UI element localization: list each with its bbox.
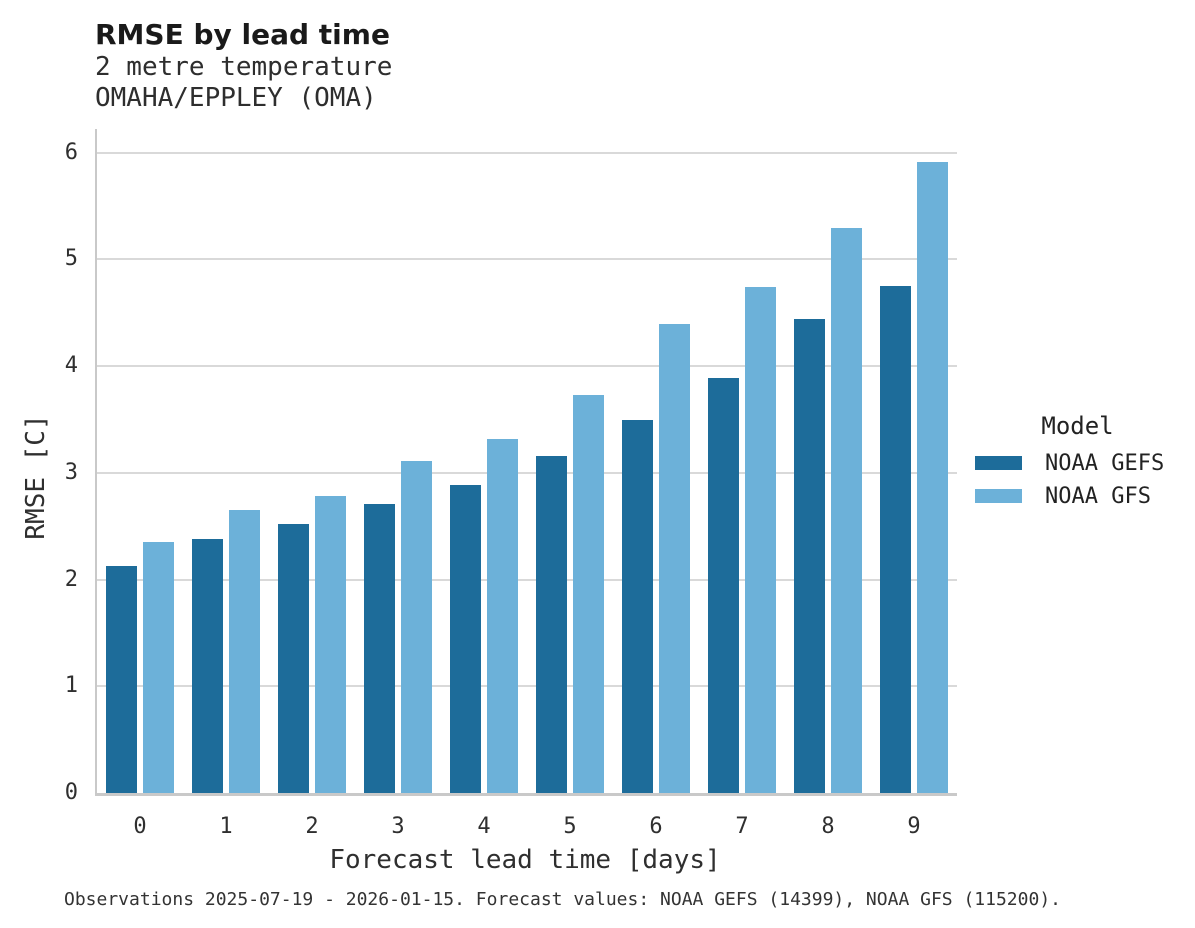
gridline-y-4 [97,365,957,367]
bar-noaa-gfs-lead-7 [745,287,776,793]
x-axis-label: Forecast lead time [days] [329,845,721,875]
bar-noaa-gfs-lead-3 [401,461,432,793]
bar-noaa-gefs-lead-8 [794,319,825,793]
y-tick-label-4: 4 [64,353,78,378]
bar-noaa-gfs-lead-1 [229,510,260,793]
y-tick-label-0: 0 [64,780,78,805]
chart-subtitle: 2 metre temperature OMAHA/EPPLEY (OMA) [95,52,392,114]
bar-noaa-gefs-lead-4 [450,484,481,793]
chart-subtitle-station: OMAHA/EPPLEY (OMA) [95,83,377,113]
y-tick-label-5: 5 [64,246,78,272]
legend: Model NOAA GEFS NOAA GFS [975,412,1180,518]
bar-noaa-gfs-lead-0 [143,542,174,793]
bar-noaa-gefs-lead-1 [192,538,223,793]
y-tick-label-6: 6 [64,139,78,165]
x-tick-label-4: 4 [477,814,491,839]
bar-noaa-gfs-lead-4 [487,438,518,793]
x-tick-label-5: 5 [563,814,577,839]
bar-noaa-gefs-lead-3 [364,503,395,793]
bar-noaa-gfs-lead-6 [659,324,690,793]
x-tick-label-0: 0 [133,814,147,839]
legend-item-noaa-gfs: NOAA GFS [975,483,1180,509]
bar-noaa-gfs-lead-9 [917,162,948,793]
bar-noaa-gefs-lead-6 [622,420,653,793]
bar-noaa-gefs-lead-0 [106,565,137,793]
x-tick-label-1: 1 [219,814,233,839]
bar-noaa-gefs-lead-5 [536,455,567,793]
legend-items: NOAA GEFS NOAA GFS [975,450,1180,509]
bar-noaa-gfs-lead-5 [573,394,604,793]
gridline-y-5 [97,258,957,261]
gridline-y-1 [97,685,957,688]
y-tick-label-1: 1 [64,673,78,699]
gridline-y-6 [97,151,957,154]
y-tick-label-3: 3 [64,459,78,485]
bar-noaa-gefs-lead-7 [708,377,739,793]
x-tick-label-6: 6 [649,814,663,839]
chart-subtitle-variable: 2 metre temperature [95,52,393,82]
bar-noaa-gfs-lead-2 [315,496,346,793]
legend-label-noaa-gefs: NOAA GEFS [1045,450,1165,476]
legend-swatch-noaa-gfs [975,489,1022,503]
x-tick-label-8: 8 [821,814,835,839]
legend-swatch-noaa-gefs [975,456,1022,470]
x-tick-label-2: 2 [305,814,319,839]
bar-noaa-gefs-lead-9 [880,285,911,793]
x-tick-label-7: 7 [735,814,749,839]
bar-noaa-gfs-lead-8 [831,228,862,793]
x-tick-label-9: 9 [907,814,921,839]
gridline-y-2 [97,578,957,581]
legend-title: Model [1041,412,1114,440]
bar-noaa-gefs-lead-2 [278,523,309,793]
legend-label-noaa-gfs: NOAA GFS [1045,483,1151,509]
plot-area: 0 1 2 3 4 5 6 0 1 2 3 4 5 6 7 8 9 [65,129,957,839]
legend-item-noaa-gefs: NOAA GEFS [975,450,1180,476]
chart-title: RMSE by lead time [95,18,390,51]
gridline-y-3 [97,471,957,474]
chart-footnote: Observations 2025-07-19 - 2026-01-15. Fo… [64,889,1061,910]
x-tick-label-3: 3 [391,814,405,839]
y-tick-label-2: 2 [64,566,78,592]
